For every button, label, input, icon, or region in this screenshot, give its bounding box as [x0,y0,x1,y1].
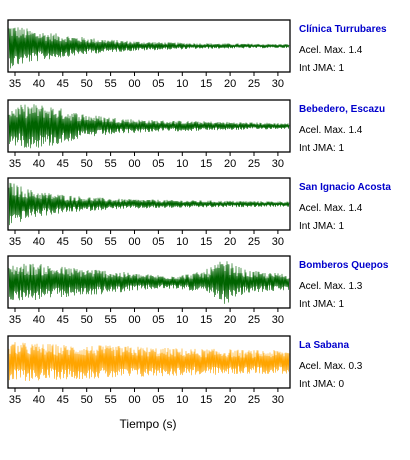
x-tick-label: 10 [176,394,188,406]
int-jma-text: Int JMA: 1 [299,143,344,154]
x-tick-label: 05 [152,236,164,248]
x-tick-label: 50 [81,158,93,170]
x-tick-label: 55 [104,394,116,406]
int-jma-text: Int JMA: 1 [299,299,344,310]
x-tick-label: 55 [104,236,116,248]
x-tick-label: 40 [33,394,45,406]
x-tick-label: 15 [200,158,212,170]
x-tick-label: 35 [9,78,21,90]
x-tick-label: 00 [128,78,140,90]
x-tick-label: 45 [57,78,69,90]
x-tick-label: 30 [272,78,284,90]
waveform-trace [8,104,290,149]
x-tick-label: 50 [81,78,93,90]
x-tick-label: 35 [9,314,21,326]
panel-2: 35 40 45 50 55 00 05 10 15 20 25 30 Bebedero, Escazu… [7,99,385,170]
panel-3: 35 40 45 50 55 00 05 10 15 20 25 30 San Ignacio Acos… [7,177,391,248]
int-jma-text: Int JMA: 1 [299,221,344,232]
waveform-trace [8,182,290,226]
x-tick-label: 20 [224,158,236,170]
station-name: San Ignacio Acosta [299,182,391,193]
x-tick-label: 15 [200,314,212,326]
station-name: La Sabana [299,340,349,351]
x-tick-label: 00 [128,158,140,170]
x-tick-label: 05 [152,158,164,170]
x-tick-label: 45 [57,394,69,406]
panel-1: 35 40 45 50 55 00 05 10 15 20 25 30 Clínica Turrubar… [7,19,387,90]
x-tick-label: 30 [272,158,284,170]
x-tick-label: 00 [128,236,140,248]
x-tick-label: 30 [272,314,284,326]
panel-frame [7,335,291,389]
x-tick-label: 10 [176,158,188,170]
acel-max-text: Acel. Max. 1.4 [299,203,363,214]
station-name: Bomberos Quepos [299,260,389,271]
x-tick-label: 35 [9,394,21,406]
x-tick-label: 25 [248,394,260,406]
x-axis-title: Tiempo (s) [120,417,177,431]
station-name: Bebedero, Escazu [299,104,385,115]
x-tick-label: 10 [176,78,188,90]
panel-frame [7,99,291,153]
x-tick-label: 55 [104,158,116,170]
panel-frame [7,19,291,73]
acel-max-text: Acel. Max. 1.4 [299,45,363,56]
x-tick-label: 15 [200,394,212,406]
x-tick-label: 05 [152,394,164,406]
waveform-trace [8,261,290,304]
int-jma-text: Int JMA: 1 [299,63,344,74]
panel-4: 35 40 45 50 55 00 05 10 15 20 25 30 Bomberos Quepos A… [7,255,389,326]
x-tick-label: 45 [57,158,69,170]
x-tick-label: 55 [104,314,116,326]
x-tick-label: 35 [9,158,21,170]
x-tick-label: 45 [57,236,69,248]
x-tick-label: 50 [81,236,93,248]
station-name: Clínica Turrubares [299,24,387,35]
panel-5: 35 40 45 50 55 00 05 10 15 20 25 30 La Sabana Acel. M… [7,335,363,406]
x-tick-label: 05 [152,78,164,90]
waveform-trace [8,342,290,381]
x-tick-label: 10 [176,236,188,248]
x-tick-label: 30 [272,236,284,248]
x-tick-label: 45 [57,314,69,326]
x-tick-label: 35 [9,236,21,248]
x-tick-label: 40 [33,314,45,326]
x-tick-label: 40 [33,78,45,90]
x-tick-label: 20 [224,394,236,406]
x-tick-label: 25 [248,158,260,170]
x-tick-label: 30 [272,394,284,406]
acel-max-text: Acel. Max. 1.4 [299,125,363,136]
x-tick-label: 20 [224,314,236,326]
x-tick-label: 20 [224,78,236,90]
acel-max-text: Acel. Max. 0.3 [299,361,363,372]
acel-max-text: Acel. Max. 1.3 [299,281,363,292]
x-tick-label: 55 [104,78,116,90]
x-tick-label: 25 [248,78,260,90]
x-tick-label: 25 [248,236,260,248]
x-tick-label: 40 [33,158,45,170]
panel-frame [7,255,291,309]
x-tick-label: 15 [200,236,212,248]
x-tick-label: 10 [176,314,188,326]
x-tick-label: 25 [248,314,260,326]
int-jma-text: Int JMA: 0 [299,379,344,390]
x-tick-label: 40 [33,236,45,248]
x-tick-label: 50 [81,394,93,406]
x-tick-label: 00 [128,314,140,326]
x-tick-label: 20 [224,236,236,248]
x-tick-label: 50 [81,314,93,326]
x-tick-label: 15 [200,78,212,90]
waveform-trace [8,27,290,69]
x-tick-label: 05 [152,314,164,326]
panel-frame [7,177,291,231]
x-tick-label: 00 [128,394,140,406]
